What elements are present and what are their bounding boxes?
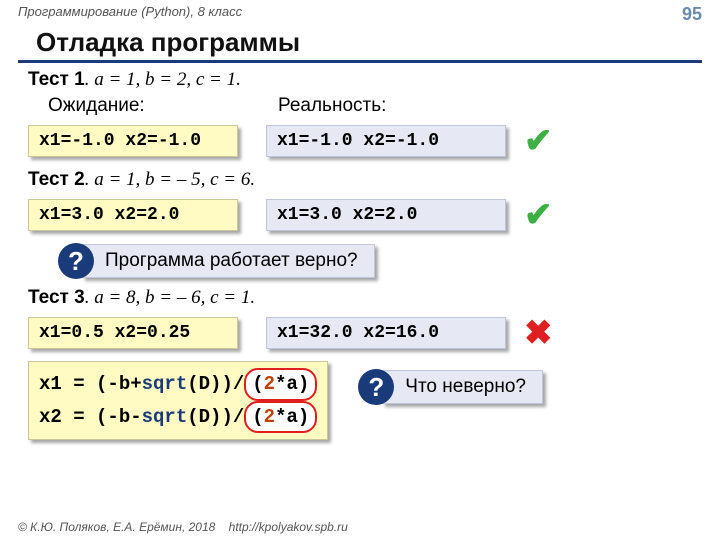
test1-actual: x1=-1.0 x2=-1.0 xyxy=(266,125,506,157)
page-number: 95 xyxy=(682,4,702,25)
callout2-text: Что неверно? xyxy=(382,370,543,404)
cross-icon: ✖ xyxy=(524,313,553,353)
test3-heading: Тест 3. a = 8, b = – 6, c = 1. xyxy=(28,287,692,309)
check-icon: ✔ xyxy=(524,121,553,161)
footer: © К.Ю. Поляков, Е.А. Ерёмин, 2018 http:/… xyxy=(18,520,348,534)
expect-label: Ожидание: xyxy=(28,95,278,117)
callout-works-correctly: ? Программа работает верно? xyxy=(58,243,692,279)
test1-expected: x1=-1.0 x2=-1.0 xyxy=(28,125,238,157)
code-fix: x1 = (-b+sqrt(D))/(2*a) x2 = (-b-sqrt(D)… xyxy=(28,361,328,440)
footer-link[interactable]: http://kpolyakov.spb.ru xyxy=(229,520,348,534)
slide-title: Отладка программы xyxy=(18,25,702,63)
check-icon: ✔ xyxy=(524,195,553,235)
callout1-text: Программа работает верно? xyxy=(82,244,375,278)
course-label: Программирование (Python), 8 класс xyxy=(18,4,242,25)
test2-expected: x1=3.0 x2=2.0 xyxy=(28,199,238,231)
question-icon: ? xyxy=(58,243,94,279)
test1-heading: Тест 1. a = 1, b = 2, c = 1. xyxy=(28,69,692,91)
test2-heading: Тест 2. a = 1, b = – 5, c = 6. xyxy=(28,169,692,191)
test3-actual: x1=32.0 x2=16.0 xyxy=(266,317,506,349)
reality-label: Реальность: xyxy=(278,95,386,117)
test3-expected: x1=0.5 x2=0.25 xyxy=(28,317,238,349)
test2-actual: x1=3.0 x2=2.0 xyxy=(266,199,506,231)
callout-whats-wrong: ? Что неверно? xyxy=(358,369,543,405)
